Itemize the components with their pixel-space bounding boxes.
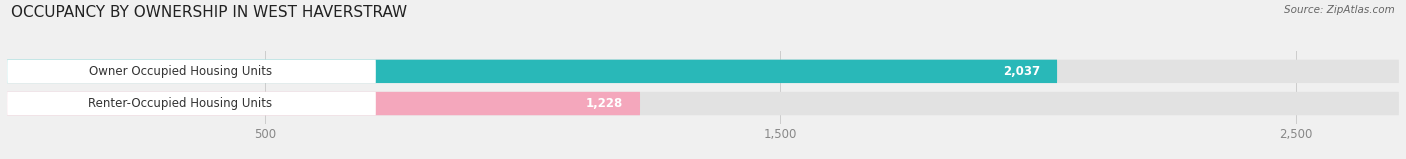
Text: 2,037: 2,037	[1004, 65, 1040, 78]
Text: 1,228: 1,228	[586, 97, 623, 110]
Text: Renter-Occupied Housing Units: Renter-Occupied Housing Units	[89, 97, 273, 110]
Text: Owner Occupied Housing Units: Owner Occupied Housing Units	[89, 65, 271, 78]
FancyBboxPatch shape	[7, 60, 1057, 83]
Text: OCCUPANCY BY OWNERSHIP IN WEST HAVERSTRAW: OCCUPANCY BY OWNERSHIP IN WEST HAVERSTRA…	[11, 5, 408, 20]
FancyBboxPatch shape	[7, 92, 1399, 115]
FancyBboxPatch shape	[7, 60, 375, 83]
FancyBboxPatch shape	[7, 60, 1399, 83]
FancyBboxPatch shape	[7, 92, 375, 115]
FancyBboxPatch shape	[7, 92, 640, 115]
Text: Source: ZipAtlas.com: Source: ZipAtlas.com	[1284, 5, 1395, 15]
